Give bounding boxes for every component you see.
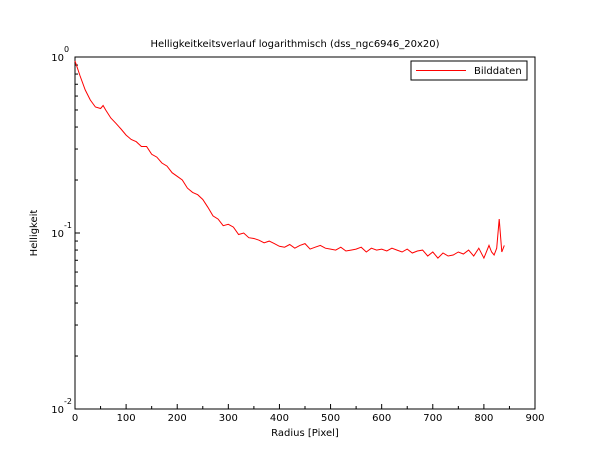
legend-label: Bilddaten <box>474 66 522 77</box>
series-layer <box>74 60 505 260</box>
chart-title: Helligkeitkeitsverlauf logarithmisch (ds… <box>150 39 439 50</box>
x-axis-label: Radius [Pixel] <box>271 428 339 439</box>
y-tick-exponent: -2 <box>64 397 72 406</box>
y-tick-exponent: 0 <box>64 45 69 54</box>
x-axis: 0 100 200 300 400 500 600 700 800 900 <box>72 404 545 424</box>
y-tick-exponent: -1 <box>64 221 72 230</box>
x-tick-label: 700 <box>423 413 442 424</box>
series-line-0 <box>74 60 505 260</box>
x-tick-label: 800 <box>474 413 493 424</box>
x-tick-label: 400 <box>270 413 289 424</box>
y-tick-base: 10 <box>51 53 64 64</box>
x-tick-label: 300 <box>219 413 238 424</box>
x-tick-label: 0 <box>72 413 78 424</box>
legend-box <box>410 60 528 81</box>
x-tick-label: 200 <box>168 413 187 424</box>
plot-frame <box>74 56 536 410</box>
y-tick-base: 10 <box>51 229 64 240</box>
y-axis-label: Helligkeit <box>29 210 40 257</box>
y-tick-base: 10 <box>51 405 64 416</box>
legend: Bilddaten <box>410 60 528 81</box>
x-tick-label: 500 <box>321 413 340 424</box>
x-tick-label: 100 <box>117 413 136 424</box>
x-tick-label: 900 <box>525 413 544 424</box>
x-tick-label: 600 <box>372 413 391 424</box>
